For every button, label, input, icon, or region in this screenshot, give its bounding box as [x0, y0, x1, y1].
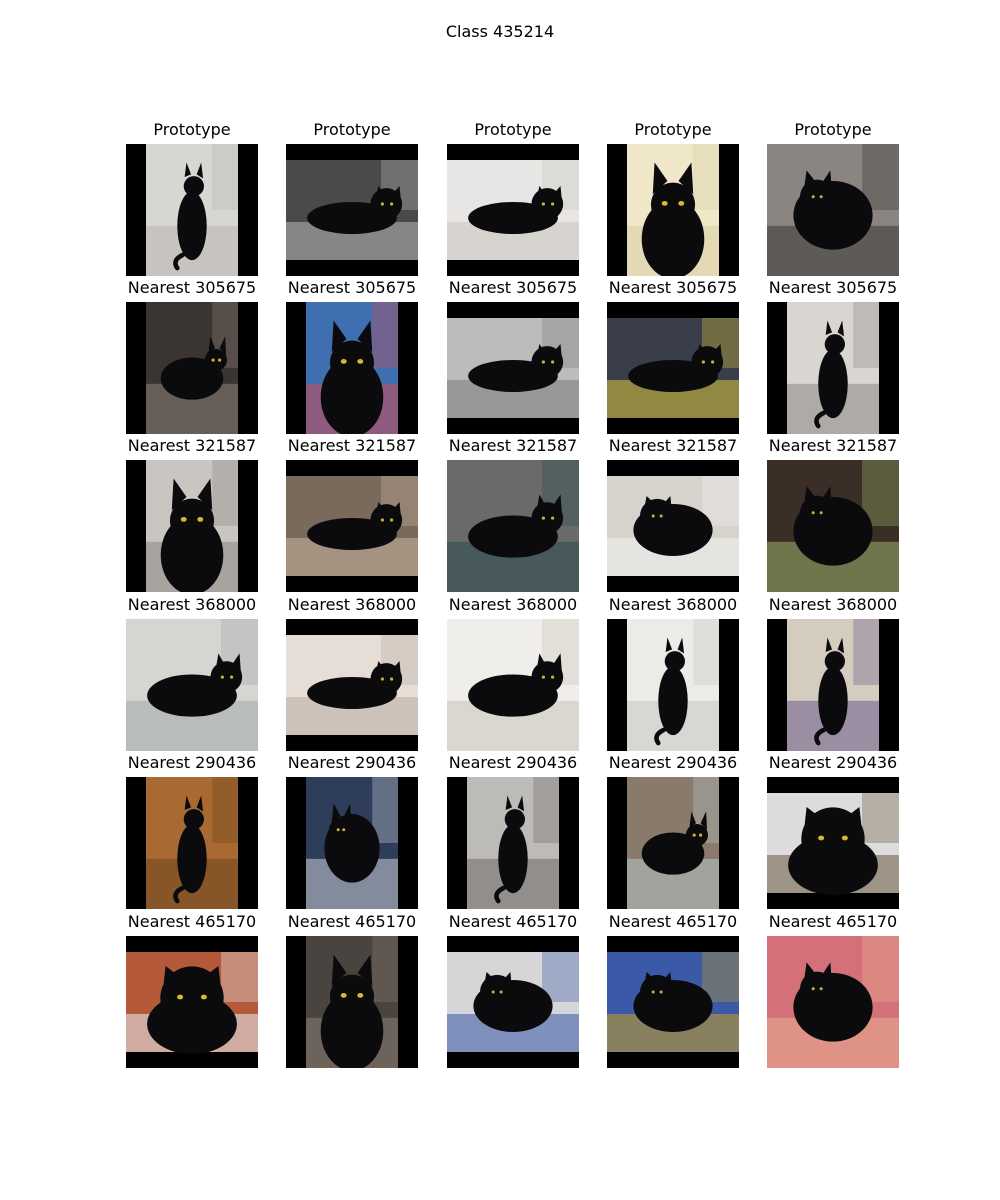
nearest-label: Nearest 368000 — [127, 595, 257, 614]
cat-photo — [126, 777, 258, 909]
prototype-label: Prototype — [153, 120, 231, 139]
nearest-neighbor-image — [607, 619, 739, 751]
cat-photo — [447, 777, 579, 909]
prototype-image — [126, 144, 258, 276]
nearest-label: Nearest 321587 — [287, 436, 417, 455]
nearest-label: Nearest 305675 — [287, 278, 417, 297]
nearest-label: Nearest 321587 — [127, 436, 257, 455]
prototype-image — [767, 144, 899, 276]
nearest-label: Nearest 368000 — [287, 595, 417, 614]
nearest-label: Nearest 465170 — [608, 912, 738, 931]
cat-photo — [126, 936, 258, 1068]
nearest-label: Nearest 465170 — [768, 912, 898, 931]
cat-photo — [607, 144, 739, 276]
nearest-neighbor-image — [286, 302, 418, 434]
prototype-image — [447, 144, 579, 276]
nearest-label: Nearest 290436 — [608, 753, 738, 772]
figure-title: Class 435214 — [445, 22, 555, 41]
prototype-label: Prototype — [634, 120, 712, 139]
prototype-label: Prototype — [794, 120, 872, 139]
nearest-label: Nearest 368000 — [448, 595, 578, 614]
nearest-label: Nearest 321587 — [608, 436, 738, 455]
nearest-label: Nearest 368000 — [768, 595, 898, 614]
cat-photo — [607, 936, 739, 1068]
nearest-neighbor-image — [447, 936, 579, 1068]
nearest-neighbor-image — [767, 777, 899, 909]
nearest-neighbor-image — [607, 302, 739, 434]
nearest-label: Nearest 368000 — [608, 595, 738, 614]
prototype-image — [607, 144, 739, 276]
nearest-label: Nearest 465170 — [127, 912, 257, 931]
cat-photo — [447, 936, 579, 1068]
nearest-label: Nearest 290436 — [127, 753, 257, 772]
nearest-label: Nearest 305675 — [608, 278, 738, 297]
cat-photo — [286, 936, 418, 1068]
prototype-image — [286, 144, 418, 276]
cat-photo — [286, 777, 418, 909]
nearest-neighbor-image — [447, 619, 579, 751]
cat-photo — [447, 460, 579, 592]
nearest-neighbor-image — [447, 777, 579, 909]
cat-photo — [126, 144, 258, 276]
nearest-label: Nearest 305675 — [768, 278, 898, 297]
prototype-label: Prototype — [313, 120, 391, 139]
nearest-label: Nearest 305675 — [127, 278, 257, 297]
cat-photo — [607, 619, 739, 751]
nearest-neighbor-image — [607, 777, 739, 909]
nearest-neighbor-image — [447, 302, 579, 434]
nearest-neighbor-image — [286, 460, 418, 592]
cat-photo — [767, 619, 899, 751]
cat-photo — [126, 619, 258, 751]
cat-photo — [767, 302, 899, 434]
cat-photo — [607, 777, 739, 909]
nearest-neighbor-image — [767, 302, 899, 434]
nearest-neighbor-image — [607, 460, 739, 592]
nearest-label: Nearest 290436 — [448, 753, 578, 772]
cat-photo — [767, 460, 899, 592]
nearest-label: Nearest 305675 — [448, 278, 578, 297]
cat-photo — [286, 619, 418, 751]
nearest-label: Nearest 465170 — [287, 912, 417, 931]
cat-photo — [447, 619, 579, 751]
nearest-neighbor-image — [767, 460, 899, 592]
cat-photo — [767, 144, 899, 276]
cat-photo — [286, 144, 418, 276]
nearest-label: Nearest 321587 — [448, 436, 578, 455]
nearest-neighbor-image — [286, 777, 418, 909]
cat-photo — [767, 936, 899, 1068]
cat-photo — [447, 144, 579, 276]
nearest-neighbor-image — [286, 619, 418, 751]
cat-photo — [286, 302, 418, 434]
cat-photo — [126, 460, 258, 592]
nearest-neighbor-image — [767, 619, 899, 751]
nearest-neighbor-image — [126, 619, 258, 751]
cat-photo — [286, 460, 418, 592]
nearest-neighbor-image — [286, 936, 418, 1068]
nearest-neighbor-image — [607, 936, 739, 1068]
nearest-neighbor-image — [126, 302, 258, 434]
nearest-neighbor-image — [126, 460, 258, 592]
prototype-label: Prototype — [474, 120, 552, 139]
cat-photo — [607, 302, 739, 434]
nearest-neighbor-image — [447, 460, 579, 592]
cat-photo — [126, 302, 258, 434]
cat-photo — [607, 460, 739, 592]
cat-photo — [447, 302, 579, 434]
nearest-label: Nearest 465170 — [448, 912, 578, 931]
cat-photo — [767, 777, 899, 909]
nearest-neighbor-image — [126, 777, 258, 909]
nearest-label: Nearest 290436 — [768, 753, 898, 772]
nearest-neighbor-image — [126, 936, 258, 1068]
nearest-label: Nearest 321587 — [768, 436, 898, 455]
nearest-neighbor-image — [767, 936, 899, 1068]
nearest-label: Nearest 290436 — [287, 753, 417, 772]
